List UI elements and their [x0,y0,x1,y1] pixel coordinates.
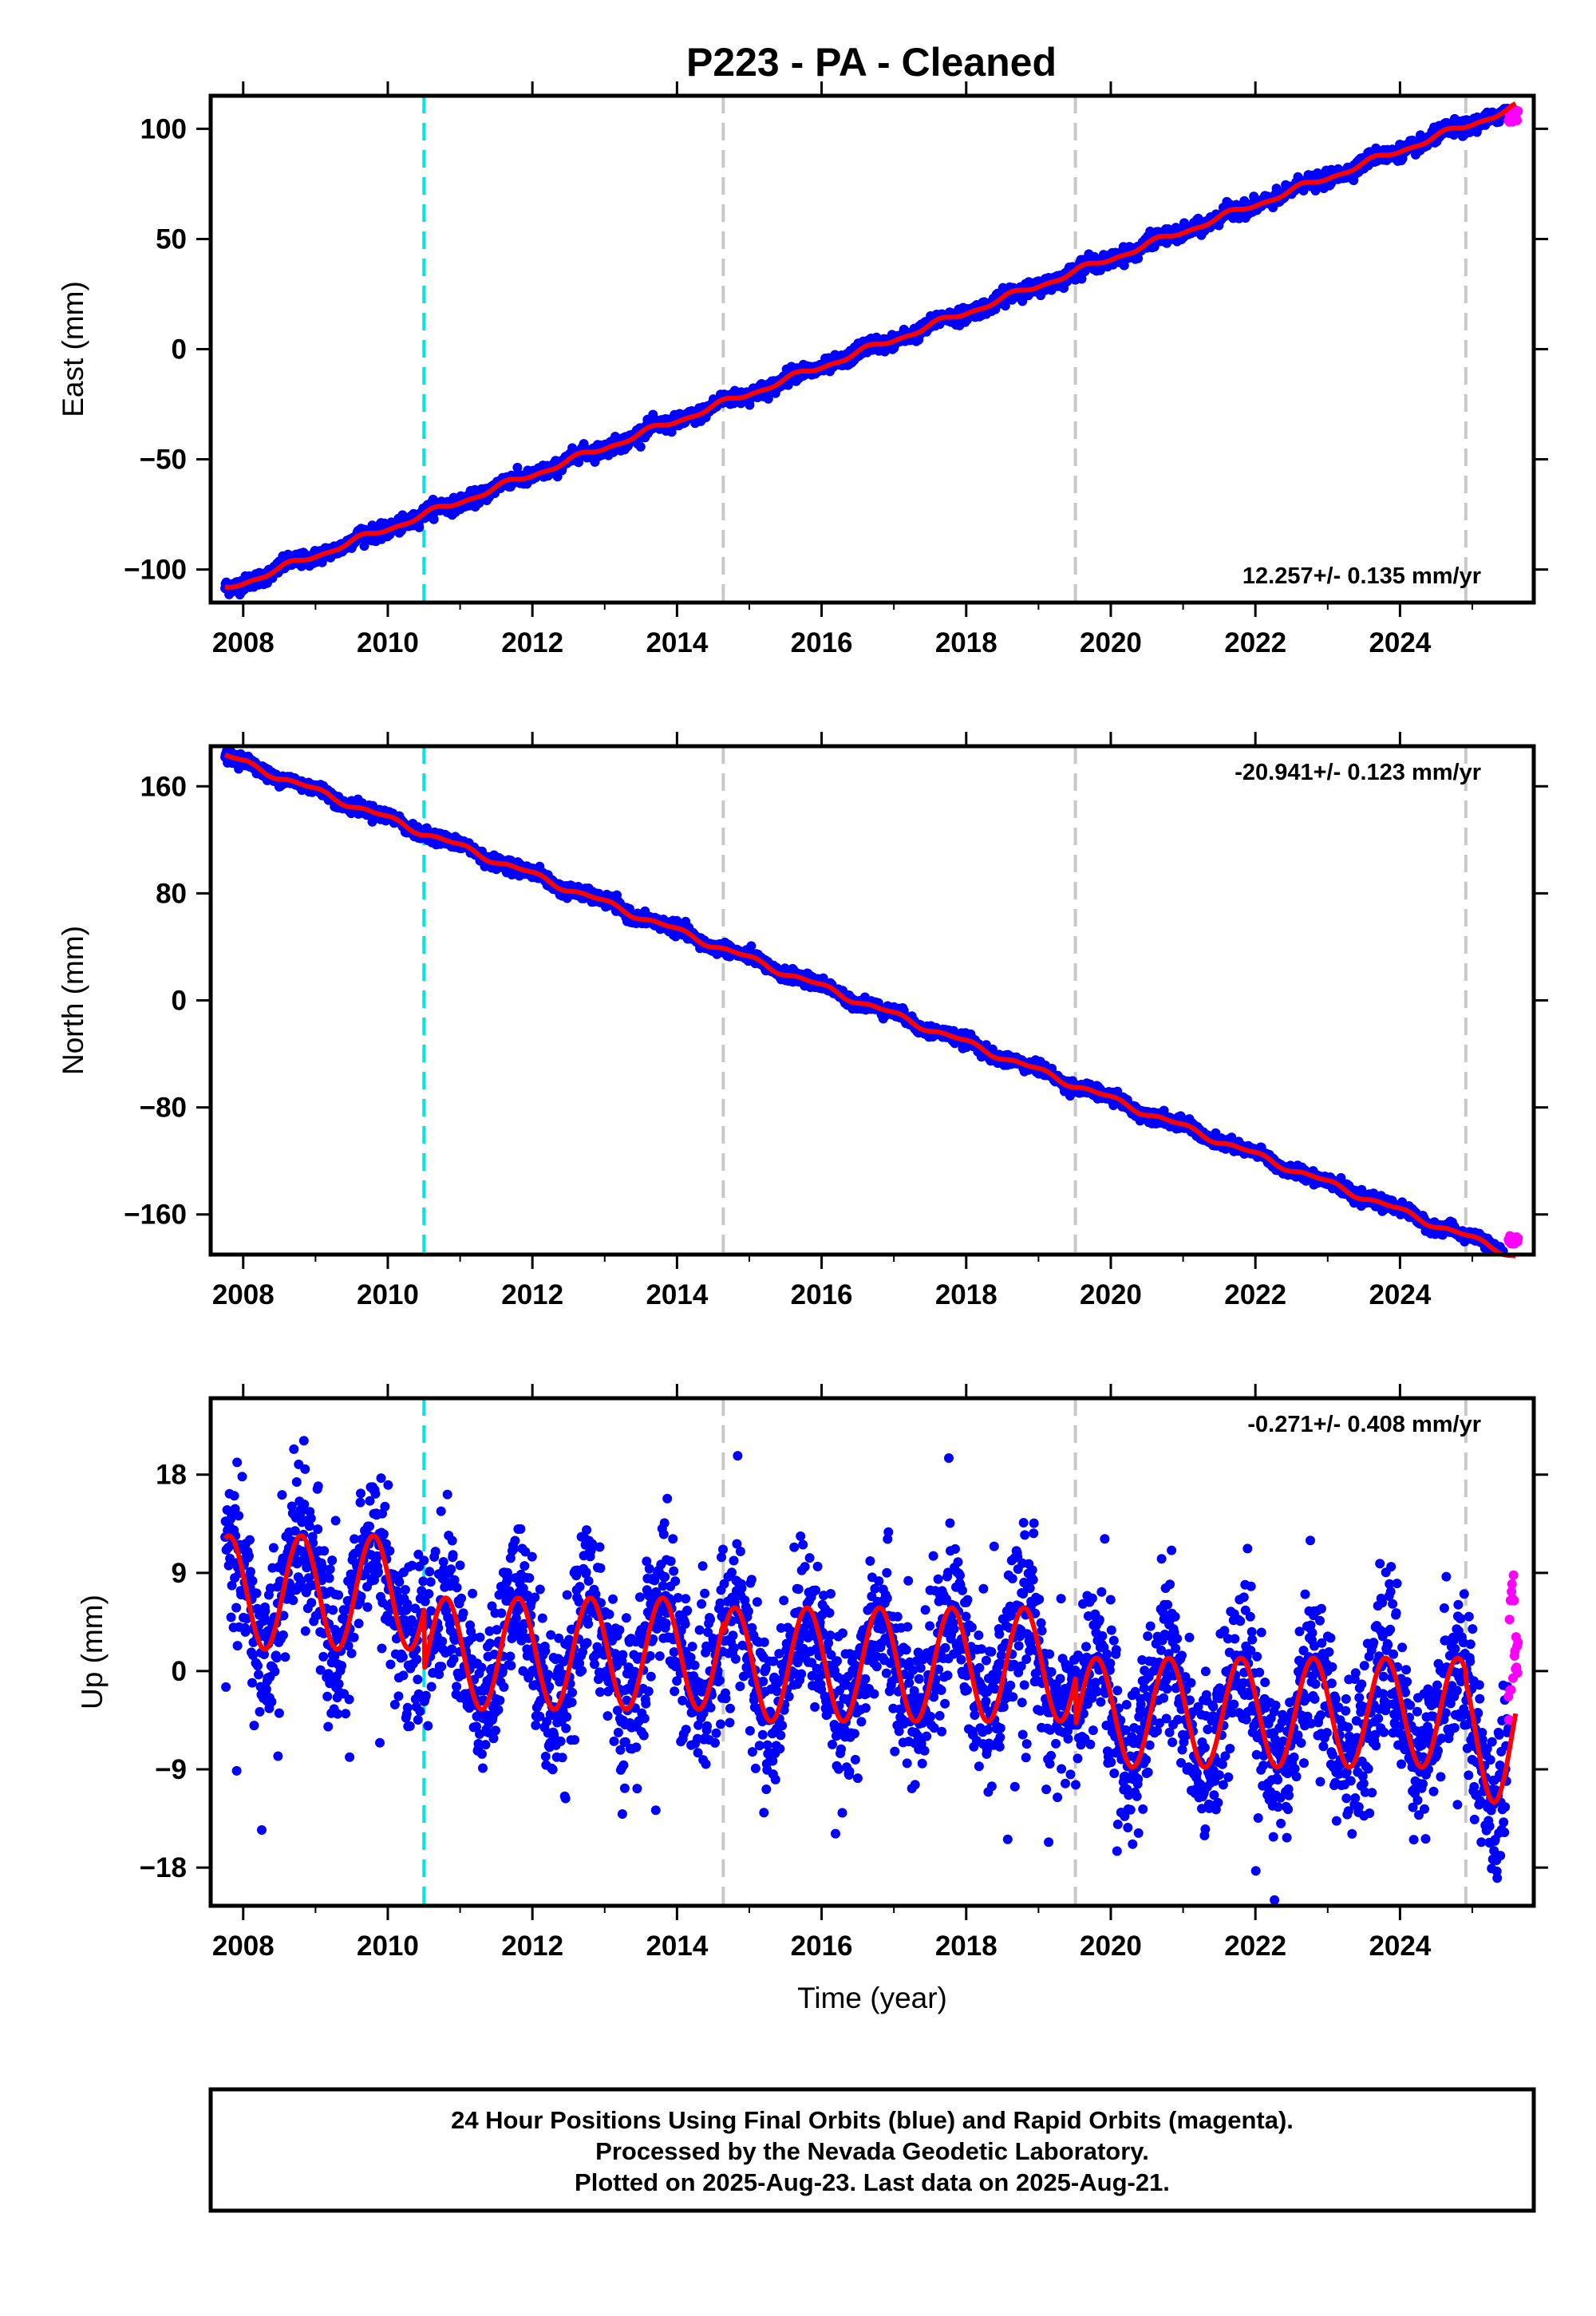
x-tick-label: 2012 [501,627,563,658]
data-point [414,522,425,532]
rapid-point [1512,115,1523,125]
x-tick-label: 2024 [1369,627,1431,658]
x-tick-label: 2020 [1080,627,1142,658]
figure-title: P223 - PA - Cleaned [686,40,1057,85]
data-point [746,941,757,951]
x-tick-label: 2022 [1224,627,1286,658]
x-tick-label: 2016 [791,627,853,658]
x-tick-label: 2010 [357,627,419,658]
velocity-label: 12.257+/- 0.135 mm/yr [1242,563,1481,589]
x-tick-label: 2018 [935,627,998,658]
x-tick-label: 2008 [212,627,275,658]
y-tick-label: 0 [172,334,187,366]
y-tick-label: 50 [156,223,187,255]
y-axis-title: East (mm) [57,281,89,417]
y-tick-label: −50 [140,445,187,476]
data-point [635,441,646,452]
north-panel: 2008 2010 2012 2014 2016 2018 2020 2022 2024−160… [57,732,1548,1310]
y-tick-label: 100 [140,113,187,144]
final-orbit-points [220,104,1514,600]
x-tick-label: 2014 [646,627,708,658]
y-tick-label: −100 [124,555,187,586]
data-point [512,462,523,472]
east-panel: 2008 2010 2012 2014 2016 2018 2020 2022 2024 −100… [57,81,1548,658]
rapid-point [1513,106,1523,117]
